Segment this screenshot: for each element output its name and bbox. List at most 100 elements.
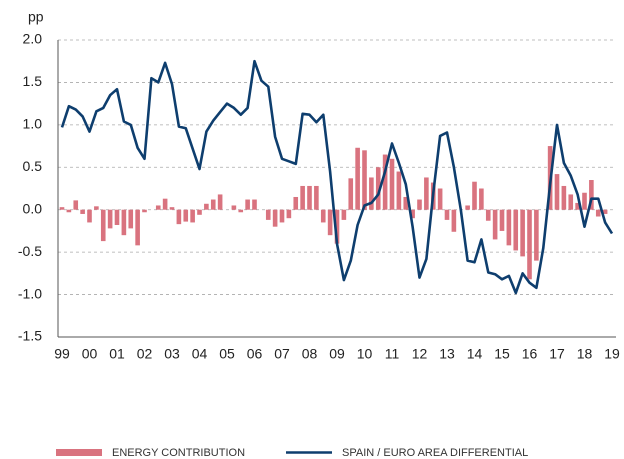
y-tick-label: 0.0 xyxy=(23,200,43,216)
x-tick-label: 19 xyxy=(604,346,620,362)
bar xyxy=(485,209,491,221)
bar xyxy=(252,199,257,210)
bar xyxy=(307,185,312,210)
bar xyxy=(568,194,574,210)
x-tick-label: 05 xyxy=(219,346,235,362)
bar xyxy=(183,209,189,222)
bar xyxy=(245,199,250,210)
x-tick-label: 15 xyxy=(494,346,510,362)
x-tick-label: 06 xyxy=(247,346,263,362)
bar xyxy=(155,205,161,210)
bar xyxy=(369,177,374,210)
bar xyxy=(128,209,134,229)
bar xyxy=(403,196,409,210)
bar xyxy=(589,180,594,210)
y-tick-label: -0.5 xyxy=(18,243,42,259)
bar xyxy=(424,177,429,210)
x-tick-label: 18 xyxy=(577,346,593,362)
bar xyxy=(444,209,450,220)
bar xyxy=(575,202,580,210)
bar xyxy=(348,178,354,210)
bar xyxy=(375,167,381,210)
bar xyxy=(190,209,195,223)
bar xyxy=(479,188,484,210)
bar xyxy=(238,209,244,213)
bar xyxy=(396,171,402,210)
x-tick-label: 16 xyxy=(522,346,538,362)
bar xyxy=(320,209,326,223)
bar xyxy=(314,185,319,210)
bar xyxy=(73,200,79,210)
bar xyxy=(355,147,360,210)
bar xyxy=(492,209,498,240)
bar xyxy=(231,205,237,210)
bar xyxy=(499,209,505,231)
bar xyxy=(210,199,216,210)
y-tick-label: 1.0 xyxy=(23,116,43,132)
bar xyxy=(107,209,113,229)
x-tick-label: 07 xyxy=(274,346,290,362)
bar xyxy=(217,194,223,210)
x-tick-label: 08 xyxy=(302,346,318,362)
x-tick-label: 02 xyxy=(137,346,153,362)
legend-swatch xyxy=(56,449,102,456)
x-tick-label: 13 xyxy=(439,346,455,362)
y-tick-label: 2.0 xyxy=(23,31,43,47)
bar xyxy=(87,209,92,223)
bar xyxy=(197,209,202,215)
line xyxy=(60,59,614,295)
bar xyxy=(169,207,175,210)
bar xyxy=(204,203,209,210)
x-tick-label: 00 xyxy=(82,346,98,362)
bar xyxy=(465,205,470,210)
x-tick-label: 09 xyxy=(329,346,345,362)
bar xyxy=(100,209,106,242)
bar xyxy=(94,206,99,210)
x-tick-label: 17 xyxy=(549,346,565,362)
x-tick-label: 04 xyxy=(192,346,208,362)
bar xyxy=(582,192,587,210)
bar xyxy=(121,209,127,236)
bar xyxy=(327,209,333,236)
bar xyxy=(341,209,347,220)
x-tick-label: 14 xyxy=(467,346,483,362)
y-axis-label: pp xyxy=(28,9,44,25)
legend-label: ENERGY CONTRIBUTION xyxy=(112,447,245,459)
bar xyxy=(437,188,443,210)
bar xyxy=(114,209,120,225)
bar xyxy=(286,209,292,219)
bar xyxy=(135,209,140,246)
x-tick-label: 12 xyxy=(412,346,428,362)
bar xyxy=(451,209,457,232)
bar xyxy=(300,185,305,210)
bar xyxy=(279,209,285,223)
x-tick-label: 03 xyxy=(164,346,180,362)
bar xyxy=(410,209,415,219)
bar xyxy=(417,199,422,210)
bar xyxy=(554,174,560,210)
bar xyxy=(595,209,601,217)
x-tick-label: 99 xyxy=(54,346,70,362)
y-tick-label: -1.5 xyxy=(18,328,42,344)
y-tick-label: 0.5 xyxy=(23,158,43,174)
bar xyxy=(389,158,395,210)
x-tick-label: 10 xyxy=(357,346,373,362)
bar xyxy=(265,209,271,220)
y-tick-label: 1.5 xyxy=(23,73,43,89)
bar xyxy=(561,185,567,210)
bar xyxy=(506,209,512,246)
legend-label: SPAIN / EURO AREA DIFFERENTIAL xyxy=(342,447,528,459)
bar xyxy=(59,207,65,210)
bar xyxy=(176,209,182,225)
bar xyxy=(527,209,532,280)
bar xyxy=(142,209,147,213)
bar xyxy=(334,209,340,244)
x-tick-label: 01 xyxy=(109,346,125,362)
bar xyxy=(272,209,278,227)
bar xyxy=(472,181,477,210)
bar xyxy=(602,209,608,214)
x-tick-label: 11 xyxy=(385,346,400,362)
bar xyxy=(520,209,525,257)
bar xyxy=(382,154,388,210)
